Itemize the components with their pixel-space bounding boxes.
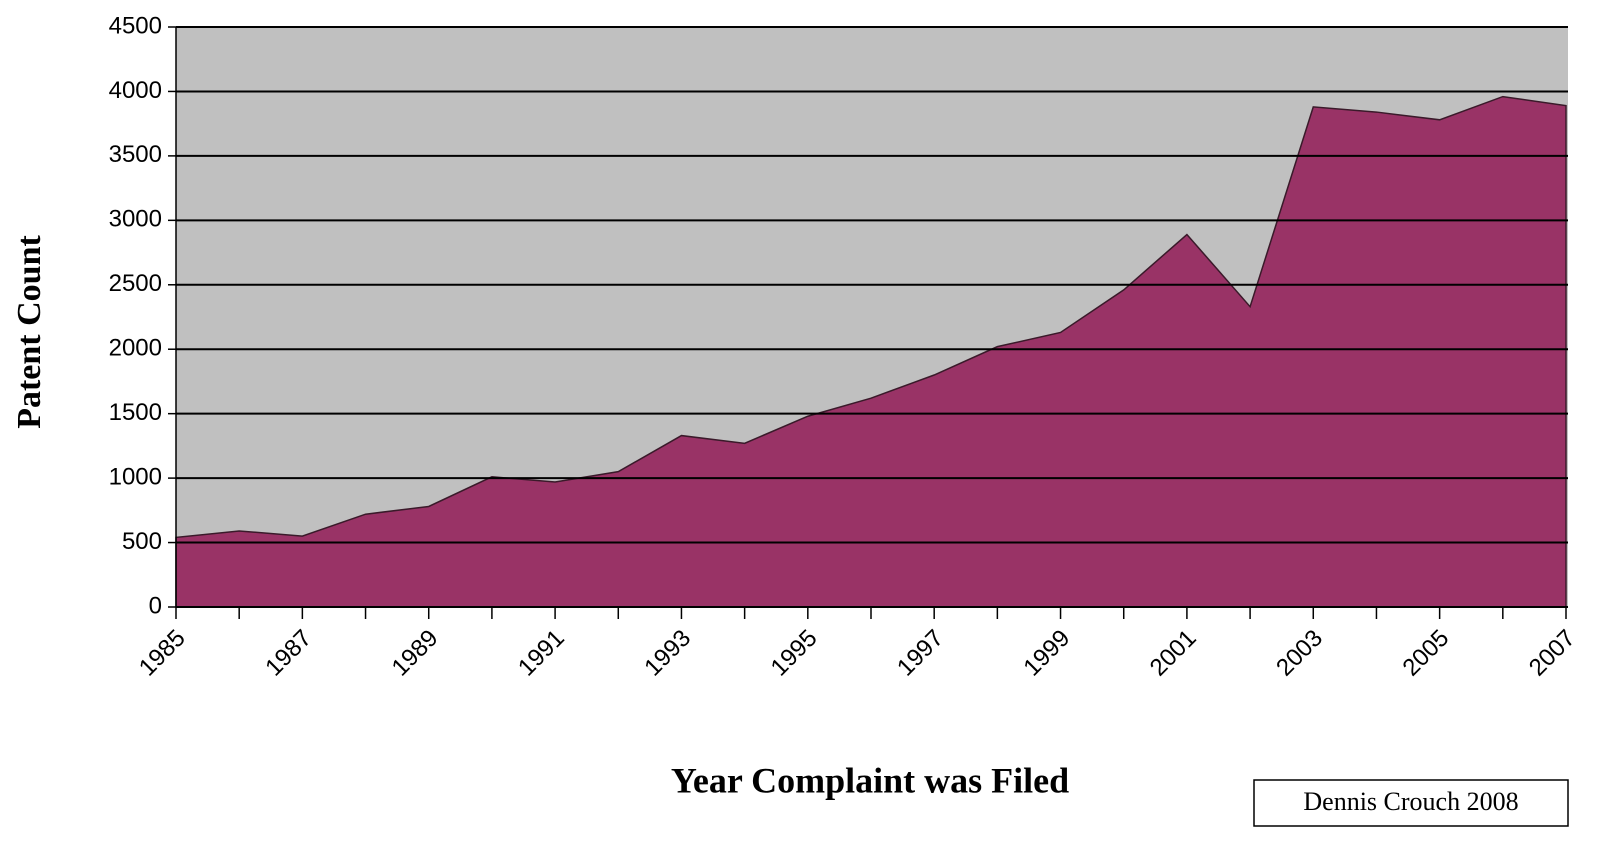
y-tick-label: 1000	[109, 463, 162, 490]
x-tick-label: 1995	[766, 625, 823, 682]
y-tick-label: 1500	[109, 399, 162, 426]
x-tick-label: 1999	[1018, 625, 1075, 682]
annotation: Dennis Crouch 2008	[1303, 787, 1518, 816]
area	[175, 95, 1567, 608]
y-tick-label: 2500	[109, 270, 162, 297]
x-axis-label: Year Complaint was Filed	[671, 760, 1069, 800]
x-tick-label: 2003	[1271, 625, 1328, 682]
y-tick-label: 3500	[109, 141, 162, 168]
y-tick-label: 4000	[109, 77, 162, 104]
y-tick-label: 0	[149, 592, 162, 619]
x-tick-label: 1985	[134, 625, 191, 682]
y-tick-label: 3000	[109, 206, 162, 233]
y-tick-label: 500	[122, 528, 162, 555]
y-axis-label: Patent Count	[11, 235, 48, 429]
annotation-box	[1253, 779, 1569, 827]
x-tick-label: 2007	[1524, 625, 1581, 682]
x-tick-label: 1997	[892, 625, 949, 682]
x-tick-label: 2001	[1145, 625, 1202, 682]
x-tick-label: 2005	[1398, 625, 1455, 682]
x-tick-label: 1989	[387, 625, 444, 682]
x-tick-label: 1987	[260, 625, 317, 682]
x-tick-label: 1991	[513, 625, 570, 682]
y-tick-label: 2000	[109, 335, 162, 362]
y-tick-label: 4500	[109, 12, 162, 39]
x-tick-label: 1993	[639, 625, 696, 682]
